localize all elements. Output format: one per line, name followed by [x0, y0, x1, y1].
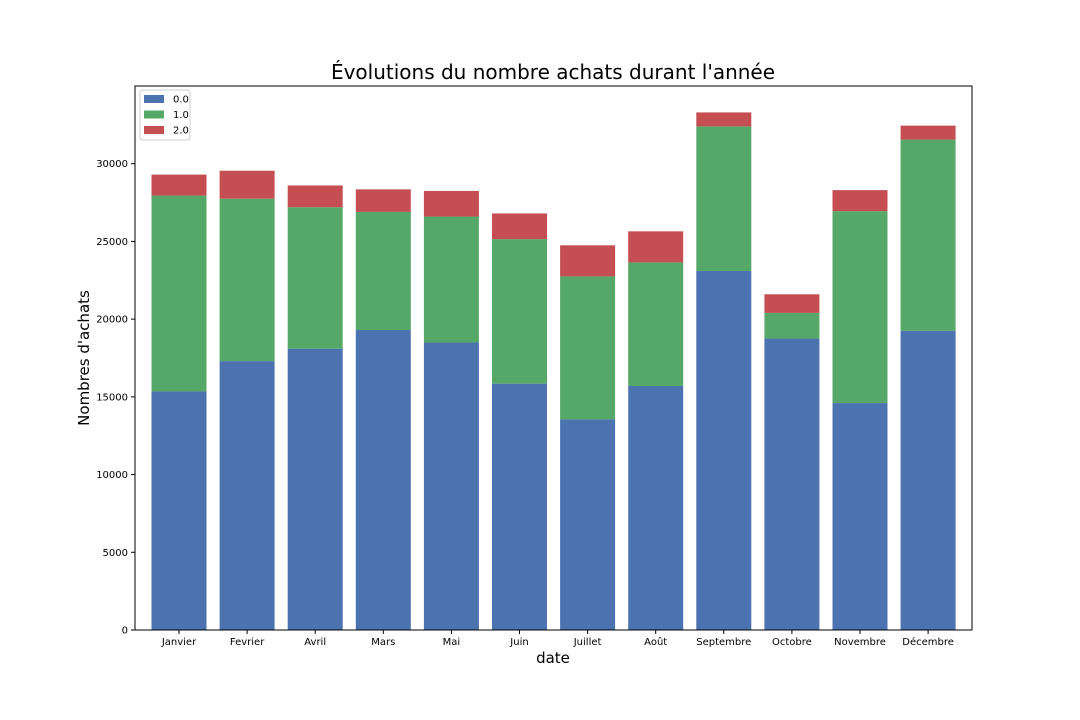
- bar-1-0-3: [355, 211, 411, 331]
- y-tick-label: 30000: [96, 159, 128, 170]
- x-tick-label: Août: [644, 636, 667, 648]
- bar-2-0-11: [900, 125, 956, 140]
- bar-0-0-3: [355, 330, 411, 630]
- y-tick-label: 20000: [96, 315, 128, 326]
- bar-0-0-5: [492, 383, 547, 630]
- bar-1-0-0: [151, 195, 207, 392]
- bar-2-0-5: [492, 213, 547, 240]
- legend-label-2: 2.0: [173, 126, 189, 137]
- x-tick-label: Septembre: [696, 637, 751, 648]
- x-axis-label: date: [536, 649, 570, 667]
- bar-2-0-8: [696, 112, 752, 127]
- bar-0-0-10: [832, 403, 888, 630]
- chart-title: Évolutions du nombre achats durant l'ann…: [331, 60, 775, 84]
- legend-label-1: 1.0: [173, 110, 189, 121]
- x-tick-label: Juillet: [573, 637, 602, 648]
- x-tick-label: Janvier: [161, 637, 197, 648]
- bar-2-0-3: [355, 189, 411, 212]
- bar-1-0-11: [900, 139, 956, 331]
- bar-1-0-10: [832, 211, 888, 404]
- bar-1-0-1: [219, 198, 275, 362]
- legend: 0.0 1.0 2.0: [139, 89, 191, 141]
- bar-1-0-5: [492, 239, 547, 384]
- bar-0-0-11: [900, 330, 956, 630]
- x-tick-label: Novembre: [834, 637, 886, 648]
- bars-layer: [151, 112, 956, 630]
- legend-label-0: 0.0: [173, 95, 189, 106]
- legend-swatch-0: [144, 95, 164, 103]
- y-axis-label: Nombres d'achats: [75, 290, 93, 426]
- bar-1-0-9: [764, 312, 820, 339]
- bar-2-0-10: [832, 190, 888, 212]
- bar-0-0-1: [219, 361, 275, 630]
- plot-frame: [134, 85, 973, 631]
- x-tick-label: Mars: [371, 637, 395, 648]
- bar-2-0-7: [628, 231, 684, 263]
- bar-1-0-6: [560, 276, 616, 420]
- x-tick-label: Avril: [304, 637, 326, 648]
- bar-0-0-2: [287, 348, 343, 630]
- legend-swatch-1: [144, 110, 164, 119]
- bar-2-0-4: [423, 190, 479, 217]
- bar-2-0-0: [151, 174, 207, 196]
- bar-0-0-4: [423, 342, 479, 630]
- bar-2-0-9: [764, 294, 820, 313]
- bar-0-0-7: [628, 385, 684, 630]
- y-axis: 0 5000 10000 15000 20000 25000 30000: [96, 159, 135, 637]
- legend-swatch-2: [144, 126, 164, 134]
- y-tick-label: 10000: [96, 470, 128, 481]
- bar-1-0-8: [696, 126, 752, 271]
- bar-0-0-8: [696, 270, 752, 630]
- x-axis: Janvier Fevrier Avril Mars Mai Juin Juillet Aoû…: [161, 630, 954, 648]
- bar-1-0-7: [628, 262, 684, 386]
- bar-1-0-4: [423, 216, 479, 343]
- x-tick-label: Décembre: [902, 636, 954, 648]
- x-tick-label: Mai: [443, 637, 461, 648]
- bar-2-0-6: [560, 245, 616, 277]
- y-tick-label: 0: [122, 626, 128, 637]
- bar-0-0-9: [764, 338, 820, 630]
- bar-2-0-1: [219, 170, 275, 199]
- x-tick-label: Juin: [509, 637, 528, 648]
- bar-0-0-0: [151, 391, 207, 630]
- x-tick-label: Octobre: [772, 637, 812, 648]
- x-tick-label: Fevrier: [230, 637, 265, 648]
- y-tick-label: 15000: [96, 392, 128, 403]
- y-tick-label: 5000: [103, 548, 128, 559]
- y-tick-label: 25000: [96, 237, 128, 248]
- bar-1-0-2: [287, 207, 343, 349]
- bar-2-0-2: [287, 185, 343, 208]
- bar-0-0-6: [560, 419, 616, 630]
